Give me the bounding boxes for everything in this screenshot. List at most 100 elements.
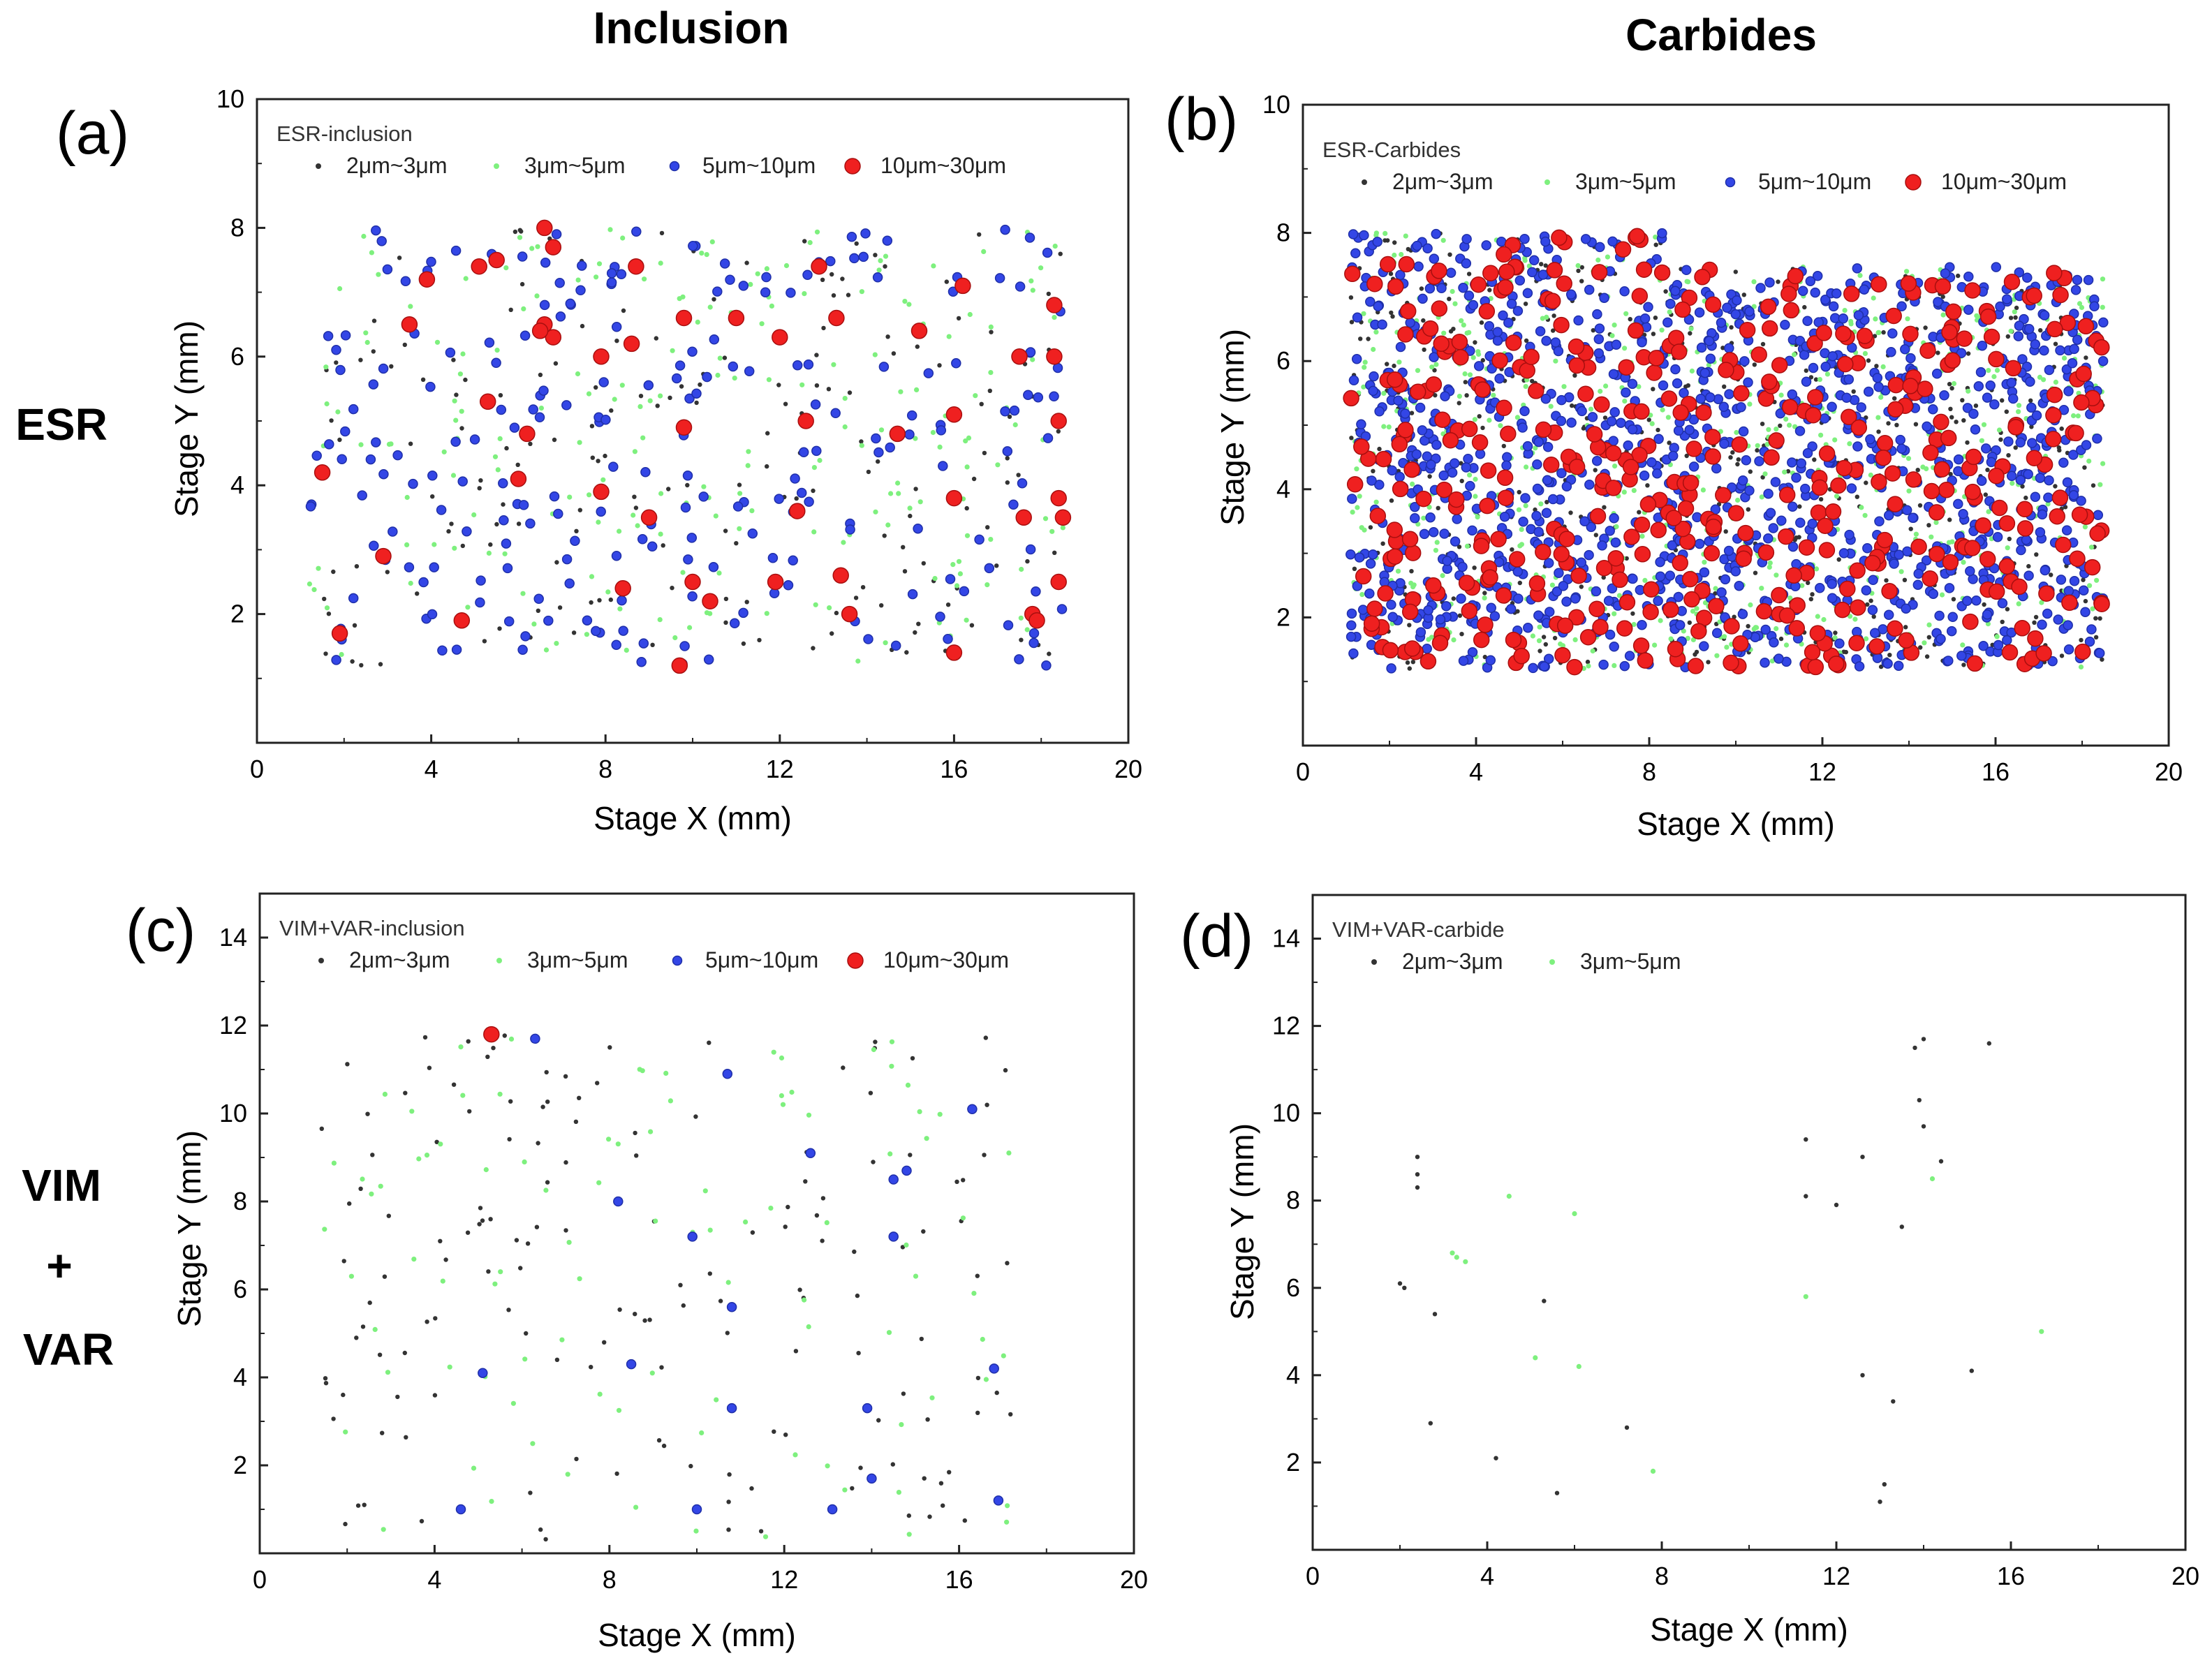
data-point-green: [1940, 312, 1946, 318]
data-point-green: [1667, 309, 1672, 315]
data-point-green: [732, 376, 737, 381]
data-point-black: [432, 1393, 438, 1398]
data-point-green: [447, 1364, 452, 1370]
data-point-black: [329, 418, 334, 423]
data-point-blue: [1639, 471, 1650, 481]
data-point-blue: [1609, 642, 1619, 652]
data-point-red: [1798, 539, 1815, 556]
data-point-blue: [1528, 255, 1540, 266]
data-point-blue: [1695, 393, 1706, 404]
data-point-red: [1922, 570, 1938, 587]
data-point-blue: [1977, 340, 1988, 351]
data-point-blue: [2069, 343, 2079, 355]
data-point-blue: [1787, 457, 1797, 468]
data-point-black: [544, 1070, 549, 1075]
data-point-green: [1361, 311, 1366, 316]
data-point-black: [2082, 465, 2087, 470]
data-point-blue: [1422, 243, 1433, 254]
data-point-black: [1876, 429, 1881, 434]
data-point-green: [1466, 330, 1472, 335]
data-point-blue: [1893, 660, 1904, 671]
data-point-blue: [2056, 575, 2067, 585]
data-point-green: [452, 545, 457, 551]
data-point-black: [577, 508, 582, 512]
data-point-red: [1905, 471, 1922, 488]
data-point-red: [2016, 501, 2033, 518]
data-point-blue: [1543, 558, 1554, 568]
data-point-black: [826, 387, 832, 392]
data-point-green: [859, 289, 864, 295]
data-point-red: [1577, 385, 1594, 402]
data-point-blue: [1827, 579, 1837, 589]
data-point-blue: [1946, 626, 1957, 637]
data-point-red: [1482, 569, 1498, 586]
legend-marker-red: [844, 158, 861, 175]
x-tick-label: 8: [603, 1565, 617, 1594]
data-point-green: [687, 625, 693, 630]
data-point-green: [702, 1188, 708, 1194]
data-point-blue: [1410, 501, 1420, 512]
data-point-blue: [682, 470, 693, 481]
data-point-green: [1359, 525, 1364, 531]
data-point-blue: [2061, 364, 2072, 375]
data-point-black: [1651, 332, 1656, 336]
data-point-blue: [1841, 392, 1852, 404]
data-point-blue: [1754, 456, 1764, 466]
data-point-green: [995, 462, 1001, 468]
data-point-black: [883, 264, 887, 269]
data-point-black: [1729, 325, 1734, 330]
data-point-black: [519, 229, 524, 234]
data-point-black: [596, 459, 600, 464]
data-point-red: [1763, 449, 1780, 466]
data-point-blue: [1368, 549, 1378, 560]
data-point-blue: [1347, 494, 1357, 504]
data-points: [319, 1026, 1013, 1542]
data-point-blue: [1467, 525, 1477, 536]
data-point-red: [1551, 229, 1568, 246]
data-point-black: [750, 1230, 755, 1235]
data-point-black: [2053, 341, 2058, 346]
data-point-red: [1556, 617, 1574, 634]
data-point-black: [358, 357, 363, 362]
data-point-black: [501, 502, 506, 507]
data-point-green: [575, 371, 581, 377]
x-tick-label: 0: [253, 1565, 267, 1594]
data-point-green: [1440, 572, 1445, 579]
data-point-green: [1467, 472, 1473, 478]
data-point-blue: [2026, 402, 2037, 413]
data-point-black: [497, 626, 502, 631]
data-point-blue: [1505, 604, 1517, 614]
data-point-green: [502, 551, 508, 556]
data-point-black: [2023, 495, 2028, 501]
data-point-red: [1497, 489, 1514, 506]
data-point-green: [1461, 323, 1466, 328]
data-point-black: [737, 482, 742, 487]
data-point-black: [508, 307, 513, 312]
data-point-red: [1496, 469, 1514, 487]
data-point-black: [1808, 597, 1813, 602]
data-point-red: [593, 348, 610, 365]
data-point-green: [748, 281, 753, 287]
data-point-green: [1832, 437, 1838, 443]
data-point-blue: [943, 634, 953, 644]
data-point-blue: [951, 358, 961, 369]
data-point-blue: [1002, 446, 1013, 457]
data-point-black: [1524, 338, 1529, 343]
x-tick-label: 20: [1114, 755, 1142, 783]
data-point-black: [945, 602, 951, 607]
data-point-red: [1988, 467, 2005, 484]
data-point-blue: [555, 311, 566, 322]
legend-marker-green: [494, 163, 499, 169]
data-point-blue: [691, 1504, 702, 1515]
data-point-green: [964, 617, 969, 623]
data-point-blue: [553, 508, 563, 519]
data-point-red: [2074, 643, 2091, 660]
data-point-blue: [989, 1363, 999, 1374]
data-point-blue: [1556, 468, 1567, 479]
data-point-black: [744, 260, 749, 265]
data-point-blue: [1739, 356, 1750, 367]
data-point-green: [1996, 427, 2003, 433]
data-point-blue: [617, 595, 627, 606]
data-point-red: [1662, 601, 1679, 619]
